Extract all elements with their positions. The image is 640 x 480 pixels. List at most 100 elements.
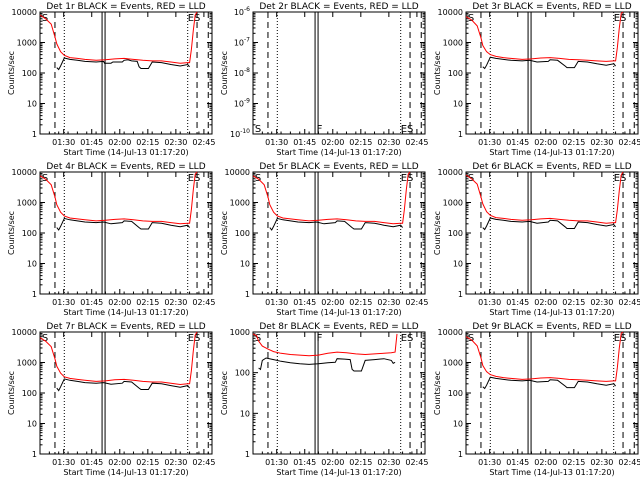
y-tick-label: 100 (22, 229, 37, 238)
flag-label: ES (188, 13, 201, 24)
x-tick-label: 02:45 (192, 138, 215, 147)
detector-panel-9: Det 9r BLACK = Events, RED = LLD 1 10 100 10… (433, 322, 640, 477)
x-tick-label: 02:15 (349, 458, 372, 467)
flag-label: S (255, 124, 261, 135)
x-tick-label: 02:30 (377, 458, 400, 467)
detector-panel-1: Det 1r BLACK = Events, RED = LLD 1 10 100 10… (7, 2, 215, 157)
x-tick-label: 02:45 (192, 458, 215, 467)
x-tick-label: 01:30 (265, 298, 288, 307)
flag-label: ES (401, 124, 414, 135)
axes-frame (465, 171, 639, 295)
detector-panel-6: Det 6r BLACK = Events, RED = LLD 1 10 100 10… (433, 162, 640, 317)
y-tick-label: 10-9 (234, 98, 250, 109)
events-series-line (482, 376, 616, 390)
y-tick-label: 10-7 (234, 37, 250, 48)
flag-label: ES (188, 173, 201, 184)
y-axis-label: Counts/sec (433, 51, 442, 95)
x-tick-label: 02:45 (192, 298, 215, 307)
events-series-line (482, 56, 616, 70)
x-axis-label: Start Time (14-Jul-13 01:17:20) (489, 468, 614, 477)
x-tick-label: 02:15 (562, 138, 585, 147)
x-tick-label: 01:45 (506, 458, 529, 467)
lld-series-line (465, 171, 624, 224)
y-tick-label: 1000 (230, 199, 250, 208)
axes-frame (39, 171, 213, 295)
events-series-line (56, 217, 190, 231)
x-tick-label: 02:00 (534, 138, 557, 147)
y-tick-label: 10 (27, 420, 37, 429)
axes-frame (465, 11, 639, 135)
flag-label: ES (188, 333, 201, 344)
x-tick-label: 02:45 (618, 298, 640, 307)
flag-label: F (317, 333, 323, 344)
flag-label: ES (614, 173, 627, 184)
x-tick-label: 02:45 (405, 298, 428, 307)
detector-panel-4: Det 4r BLACK = Events, RED = LLD 1 10 100 10… (7, 162, 215, 317)
y-tick-label: 100 (22, 389, 37, 398)
y-tick-label: 10 (453, 420, 463, 429)
y-tick-label: 1 (32, 130, 37, 139)
x-axis-label: Start Time (14-Jul-13 01:17:20) (489, 308, 614, 317)
lld-series-line (465, 11, 624, 62)
y-tick-label: 10-8 (234, 67, 250, 78)
y-tick-label: 10000 (438, 168, 463, 177)
x-tick-label: 02:30 (590, 458, 613, 467)
x-tick-label: 02:15 (136, 298, 159, 307)
x-tick-label: 01:45 (293, 458, 316, 467)
x-axis-label: Start Time (14-Jul-13 01:17:20) (63, 468, 188, 477)
axes-frame (465, 331, 639, 455)
x-tick-label: 02:00 (534, 458, 557, 467)
x-tick-label: 02:15 (349, 298, 372, 307)
events-series-line (269, 217, 403, 231)
y-tick-label: 1 (245, 290, 250, 299)
panel-title: Det 5r BLACK = Events, RED = LLD (259, 162, 418, 172)
y-axis-label: Counts/sec (433, 211, 442, 255)
x-tick-label: 02:00 (321, 298, 344, 307)
axes-frame (252, 11, 426, 135)
y-tick-label: 10-6 (234, 6, 250, 17)
y-tick-label: 10 (453, 100, 463, 109)
panel-title: Det 3r BLACK = Events, RED = LLD (472, 2, 631, 12)
events-series-line (56, 57, 190, 71)
x-tick-label: 02:30 (377, 298, 400, 307)
axes-frame (252, 331, 426, 455)
x-tick-label: 01:45 (80, 458, 103, 467)
x-tick-label: 01:45 (293, 138, 316, 147)
x-tick-label: 01:45 (506, 138, 529, 147)
y-tick-label: 1000 (443, 39, 463, 48)
y-tick-label: 10000 (438, 8, 463, 17)
flag-label: S (42, 333, 48, 344)
panel-title: Det 4r BLACK = Events, RED = LLD (46, 162, 205, 172)
x-tick-label: 02:30 (164, 298, 187, 307)
y-tick-label: 100 (448, 389, 463, 398)
axes-frame (39, 11, 213, 135)
detector-panel-5: Det 5r BLACK = Events, RED = LLD 1 10 100 10… (220, 162, 428, 317)
y-tick-label: 1 (458, 290, 463, 299)
y-axis-label: Counts/sec (7, 371, 16, 415)
panel-title: Det 2r BLACK = Events, RED = LLD (259, 2, 418, 12)
panel-title: Det 8r BLACK = Events, RED = LLD (259, 322, 418, 332)
x-tick-label: 02:15 (136, 458, 159, 467)
x-axis-label: Start Time (14-Jul-13 01:17:20) (63, 308, 188, 317)
events-series-line (482, 217, 616, 231)
y-tick-label: 1000 (443, 359, 463, 368)
y-axis-label: Counts/sec (433, 371, 442, 415)
y-tick-label: 10 (27, 260, 37, 269)
y-tick-label: 10 (240, 409, 250, 418)
y-axis-label: Counts/sec (220, 51, 229, 95)
x-tick-label: 02:15 (349, 138, 372, 147)
x-tick-label: 01:30 (265, 138, 288, 147)
x-tick-label: 01:30 (478, 138, 501, 147)
y-axis-label: Counts/sec (7, 211, 16, 255)
x-tick-label: 01:45 (506, 298, 529, 307)
y-tick-label: 100 (448, 69, 463, 78)
x-axis-label: Start Time (14-Jul-13 01:17:20) (489, 148, 614, 157)
y-tick-label: 100 (22, 69, 37, 78)
y-tick-label: 100 (235, 229, 250, 238)
x-tick-label: 02:15 (562, 298, 585, 307)
x-tick-label: 02:15 (136, 138, 159, 147)
y-tick-label: 10-10 (230, 128, 250, 139)
lld-series-line (39, 11, 198, 64)
y-tick-label: 100 (448, 229, 463, 238)
